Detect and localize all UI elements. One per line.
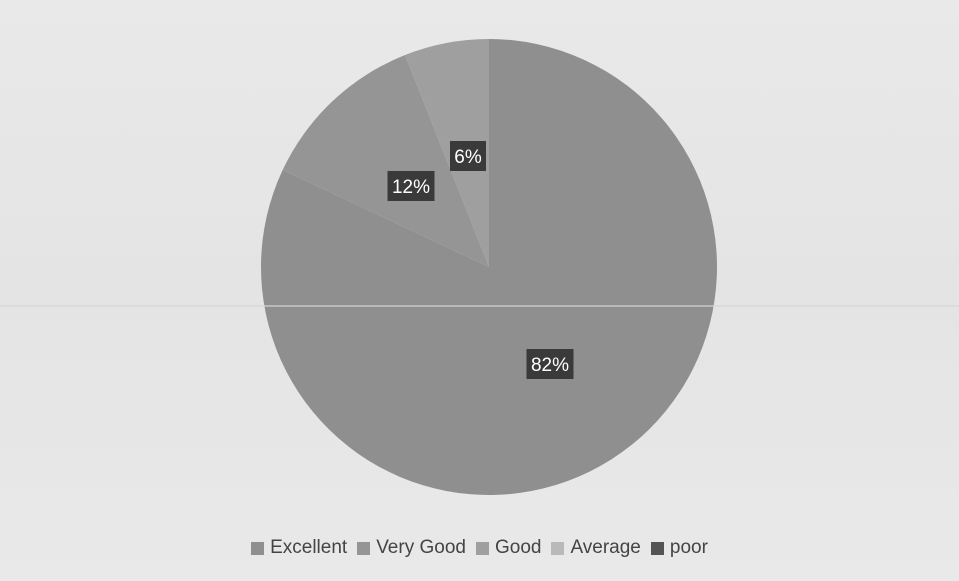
- data-label-text: 6%: [454, 147, 482, 168]
- legend-item-excellent: Excellent: [251, 537, 347, 559]
- divider-line: [0, 305, 959, 307]
- legend-item-poor: poor: [650, 537, 708, 559]
- legend-label: Excellent: [270, 537, 348, 558]
- legend-swatch: [357, 541, 371, 555]
- legend-item-very-good: Very Good: [357, 537, 466, 559]
- legend: Excellent Very Good Good Average poor: [0, 534, 959, 562]
- legend-item-good: Good: [475, 537, 542, 559]
- data-label-text: 12%: [392, 177, 430, 198]
- legend-swatch: [650, 541, 664, 555]
- pie-slice-good: [405, 39, 489, 267]
- legend-swatch: [551, 541, 565, 555]
- legend-label: poor: [669, 537, 708, 558]
- data-label-good: 6%: [450, 141, 486, 171]
- data-label-text: 82%: [531, 355, 569, 376]
- legend-swatch: [251, 541, 265, 555]
- legend-item-average: Average: [551, 537, 641, 559]
- legend-swatch: [475, 541, 489, 555]
- data-label-box: [387, 171, 435, 201]
- data-label-very-good: 12%: [387, 171, 435, 201]
- pie-slice-very-good: [282, 55, 489, 268]
- pie-slice-excellent: [260, 39, 717, 496]
- data-label-box: [450, 141, 486, 171]
- legend-label: Average: [570, 537, 641, 558]
- legend-label: Very Good: [376, 537, 466, 558]
- data-label-box: [526, 349, 574, 379]
- legend-label: Good: [494, 537, 542, 558]
- data-label-excellent: 82%: [526, 349, 574, 379]
